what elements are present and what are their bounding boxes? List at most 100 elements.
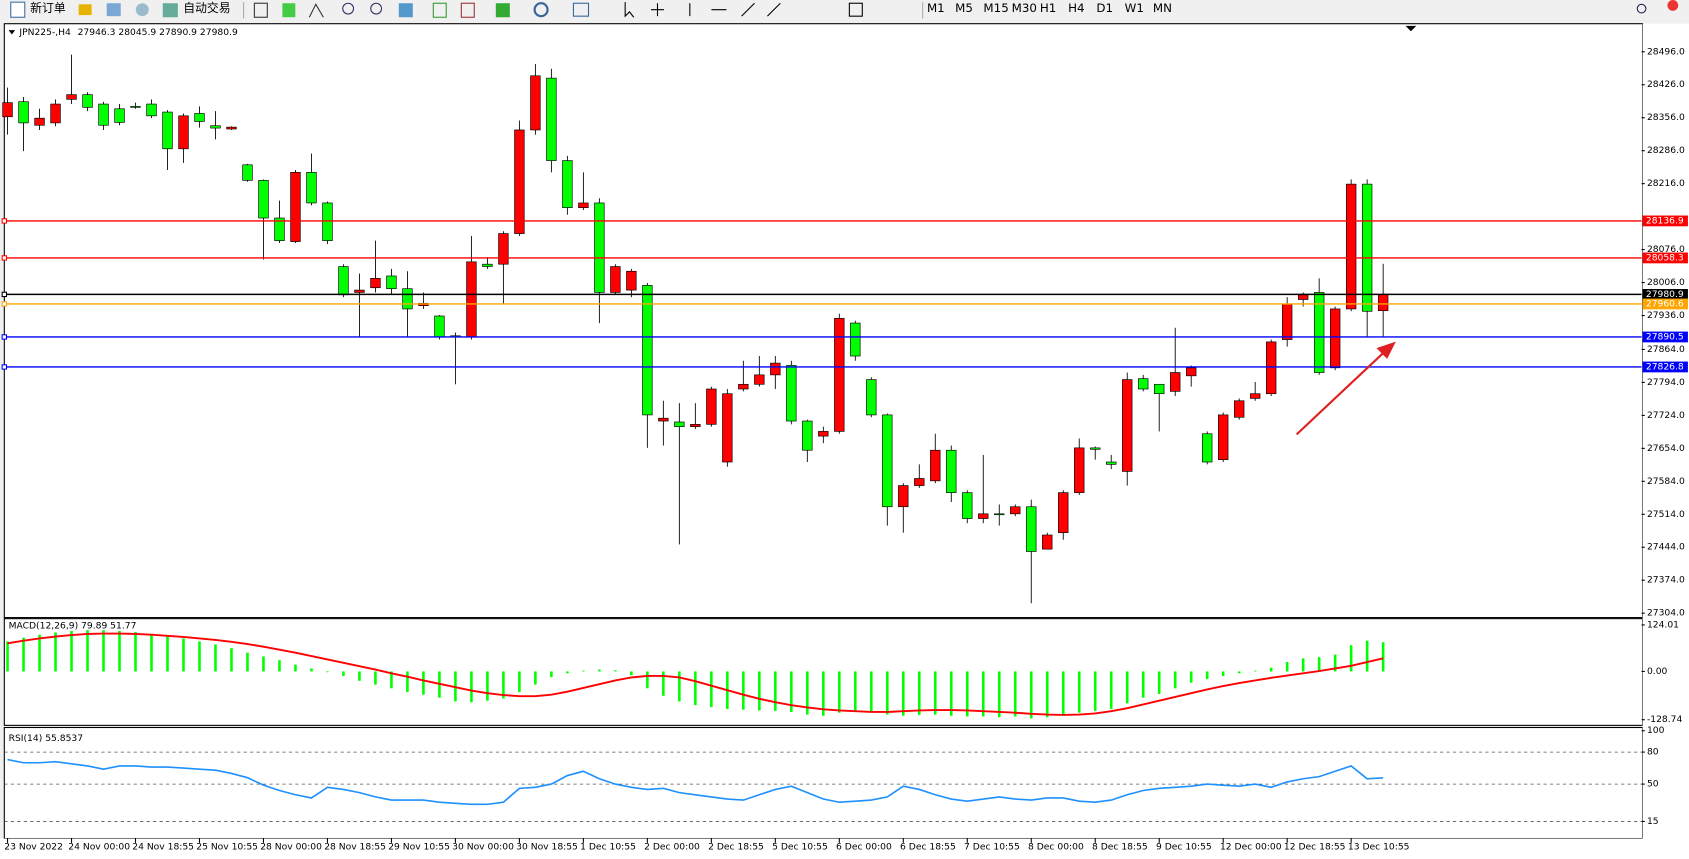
timeframe-button[interactable]: W1 bbox=[1125, 1, 1144, 15]
icon[interactable] bbox=[135, 3, 149, 17]
timeframes: M1 M5 M15 M30 H1 H4 D1 W1 MN bbox=[927, 1, 1172, 15]
macd-bar bbox=[1301, 658, 1305, 672]
macd-bar bbox=[582, 670, 585, 672]
candle-body-down bbox=[18, 101, 29, 124]
search[interactable] bbox=[1636, 3, 1647, 14]
crosshair-tool[interactable] bbox=[651, 3, 664, 17]
macd-bar bbox=[102, 630, 105, 672]
x-tick-label: 13 Dec 10:55 bbox=[1348, 842, 1410, 853]
macd-bar bbox=[598, 669, 601, 672]
macd-bar bbox=[518, 671, 521, 693]
shift-marker[interactable] bbox=[1405, 25, 1417, 32]
icon[interactable] bbox=[533, 2, 549, 18]
y-tick-label: 100 bbox=[1647, 725, 1665, 736]
icon[interactable] bbox=[253, 2, 268, 18]
candle-body-down bbox=[1154, 383, 1165, 395]
icon[interactable] bbox=[282, 3, 296, 18]
rsi-line bbox=[7, 758, 1384, 806]
y-tick-label: 27514.0 bbox=[1647, 509, 1685, 520]
macd-bar bbox=[486, 671, 489, 701]
new-order-icon[interactable] bbox=[10, 1, 26, 18]
y-tick-label: 27794.0 bbox=[1647, 377, 1685, 388]
candle-body-up bbox=[1042, 534, 1053, 550]
y-tick-label: 50 bbox=[1647, 779, 1659, 790]
new-order-button[interactable]: 新订单 bbox=[30, 1, 66, 15]
candle-body-up bbox=[658, 417, 669, 422]
icon[interactable] bbox=[432, 2, 447, 18]
y-tick-label: 28076.0 bbox=[1647, 244, 1685, 255]
macd-bar bbox=[294, 664, 297, 672]
icon[interactable] bbox=[572, 2, 590, 17]
auto-trade-button[interactable]: 自动交易 bbox=[183, 1, 230, 15]
candle-body-down bbox=[306, 172, 317, 204]
candle-body-up bbox=[610, 266, 621, 293]
toolbar: 新订单 自动交易 M1 M5 M15 M30 H1 H4 D1 W1 MN bbox=[0, 0, 1689, 21]
timeframe-button[interactable]: H1 bbox=[1040, 1, 1056, 15]
y-tick-label: 27724.0 bbox=[1647, 410, 1685, 421]
price-level-marker bbox=[1, 301, 8, 307]
text-tool[interactable] bbox=[848, 2, 863, 17]
candle-body-up bbox=[1234, 400, 1245, 418]
timeframe-button[interactable]: MN bbox=[1153, 1, 1172, 15]
timeframe-button[interactable]: M30 bbox=[1012, 1, 1037, 15]
x-tick-label: 24 Nov 00:00 bbox=[68, 842, 130, 853]
line-tools[interactable] bbox=[689, 2, 781, 17]
macd-bar bbox=[758, 671, 761, 711]
x-tick-label: 7 Dec 10:55 bbox=[964, 842, 1020, 853]
macd-bar bbox=[870, 671, 873, 712]
x-tick-label: 1 Dec 10:55 bbox=[580, 842, 636, 853]
auto-trade-icon[interactable] bbox=[162, 3, 178, 18]
icon[interactable] bbox=[78, 4, 92, 16]
candle-body-up bbox=[738, 383, 749, 390]
macd-bar bbox=[6, 641, 9, 672]
timeframe-button[interactable]: M15 bbox=[983, 1, 1008, 15]
x-tick-label: 2 Dec 00:00 bbox=[644, 842, 700, 853]
notification[interactable] bbox=[1667, 0, 1679, 11]
y-tick-label: 28356.0 bbox=[1647, 112, 1685, 123]
macd-bar bbox=[646, 671, 649, 689]
timeframe-button[interactable]: M1 bbox=[927, 1, 945, 15]
candle-body-up bbox=[290, 172, 301, 242]
macd-bar bbox=[550, 671, 553, 678]
y-tick-label: 28216.0 bbox=[1647, 178, 1685, 189]
macd-bar bbox=[917, 671, 921, 715]
icon[interactable] bbox=[308, 3, 324, 18]
zoom-out[interactable] bbox=[370, 2, 383, 15]
macd-bar bbox=[997, 671, 1001, 718]
zoom-in[interactable] bbox=[342, 2, 355, 15]
cursor-tool[interactable] bbox=[624, 2, 635, 18]
y-tick-label: 27444.0 bbox=[1647, 542, 1685, 553]
toolbar-bg bbox=[0, 0, 1689, 21]
macd-bar bbox=[134, 632, 137, 672]
timeframe-button[interactable]: D1 bbox=[1096, 1, 1113, 15]
candle-body-down bbox=[1202, 433, 1213, 463]
icon[interactable] bbox=[460, 2, 475, 18]
candle-body-down bbox=[482, 263, 493, 267]
price-level-label: 28058.3 bbox=[1646, 252, 1684, 263]
macd-bar bbox=[838, 671, 841, 713]
candle-body-up bbox=[370, 277, 381, 289]
candle-body-down bbox=[1106, 461, 1117, 465]
icon[interactable] bbox=[398, 3, 413, 18]
candle-body-down bbox=[98, 103, 109, 126]
timeframe-button[interactable]: H4 bbox=[1068, 1, 1084, 15]
macd-bar bbox=[70, 630, 73, 672]
candle-body-up bbox=[1170, 372, 1181, 392]
candle-body-up bbox=[1122, 379, 1133, 472]
candle-body-down bbox=[850, 322, 861, 357]
macd-bar bbox=[1381, 642, 1385, 672]
signal-line bbox=[7, 632, 1384, 716]
menu-arrow[interactable] bbox=[8, 30, 16, 35]
icon[interactable] bbox=[495, 3, 510, 18]
candle-body-down bbox=[802, 420, 813, 451]
icon[interactable] bbox=[106, 3, 121, 17]
arrow-line bbox=[1295, 349, 1387, 436]
candle-body-down bbox=[386, 275, 397, 290]
timeframe-button[interactable]: M5 bbox=[955, 1, 973, 15]
macd-bar bbox=[614, 670, 617, 672]
price-level-marker bbox=[1, 255, 8, 261]
y-tick-label: 27374.0 bbox=[1647, 575, 1685, 586]
candle-body-down bbox=[1090, 447, 1101, 450]
macd-bar bbox=[1125, 671, 1129, 704]
